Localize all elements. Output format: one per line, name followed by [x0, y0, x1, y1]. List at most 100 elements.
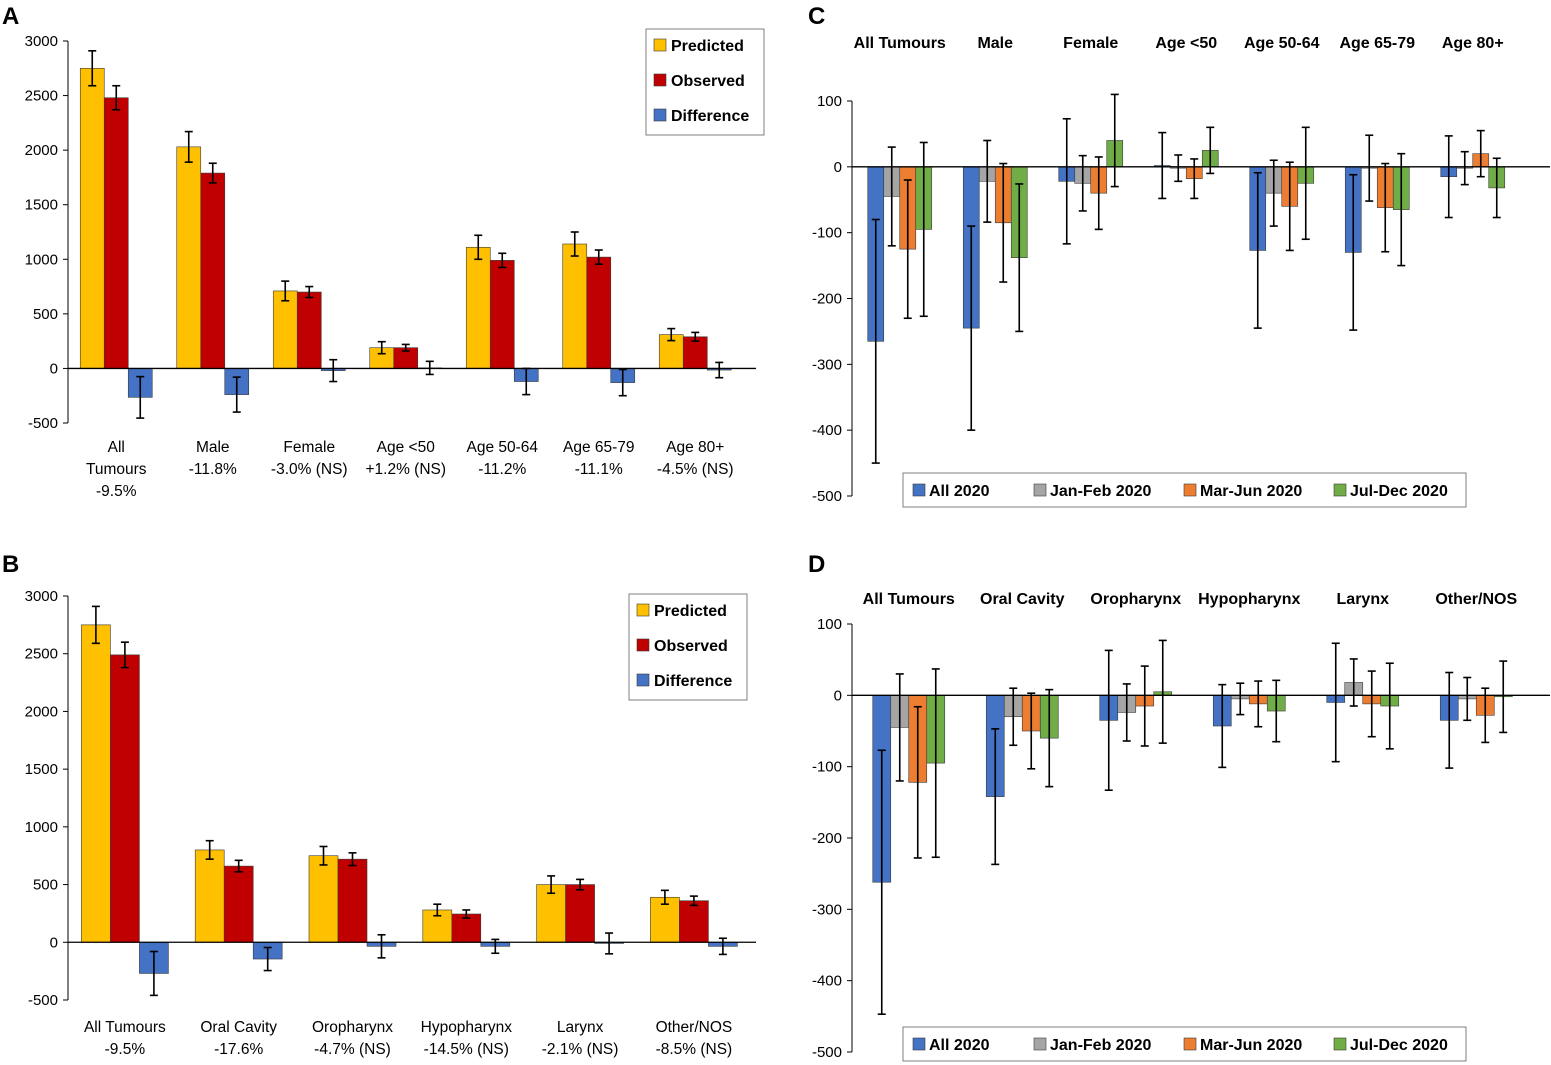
panel-c-category-label: Male [977, 35, 1013, 52]
panel-b-chart: 3000 2500 2000 1500 1000 500 0 -500 All Tumours -… [25, 588, 756, 1058]
panel-c-legend-swatch-jul-dec-2020 [1333, 483, 1347, 497]
panel-d-category-label: Oropharynx [1090, 591, 1181, 608]
panel-c-chart: 100 0 -100 -200 -300 -400 -500 All Tumours Male F… [812, 35, 1550, 508]
panel-d-chart: 100 0 -100 -200 -300 -400 -500 All Tumours Oral … [812, 591, 1550, 1062]
panel-c-legend-label: Mar-Jun 2020 [1200, 483, 1302, 500]
panel-c-y-tick-label: -100 [812, 225, 842, 242]
panel-b-y-tick-label: -500 [28, 992, 58, 1009]
panel-a-bar-predicted [176, 146, 202, 369]
panel-d-category-label: Larynx [1337, 591, 1390, 608]
panel-c-category-label: Age 80+ [1442, 35, 1504, 52]
panel-a-y-tick-label: 1500 [25, 197, 58, 214]
panel-d-category-label: All Tumours [863, 591, 955, 608]
panel-a-y-tick-label: 2000 [25, 142, 58, 159]
panel-c-category-label: Age 50-64 [1244, 35, 1320, 52]
panel-b-bar-observed [679, 900, 709, 943]
panel-c-y-tick-label: -200 [812, 291, 842, 308]
panel-c-legend-swatch-jan-feb-2020 [1033, 483, 1047, 497]
panel-d-y-tick-label: -300 [812, 901, 842, 918]
panel-d-legend-swatch-all-2020 [912, 1037, 926, 1051]
panel-b-y-tick-label: 1000 [25, 819, 58, 836]
panel-b-y-tick-label: 0 [50, 934, 58, 951]
panel-c-legend-label: Jan-Feb 2020 [1050, 483, 1151, 500]
panel-a-bar-observed [489, 260, 515, 369]
panel-b-category-label: Oral Cavity [200, 1019, 277, 1036]
panel-c-category-label: Age <50 [1155, 35, 1217, 52]
panel-a-bar-predicted [562, 243, 588, 369]
panel-b-legend-swatch-observed [636, 638, 650, 652]
panel-c-legend-label: Jul-Dec 2020 [1350, 483, 1448, 500]
panel-a-category-label: Age <50 [377, 439, 436, 456]
panel-d-y-tick-label: 100 [817, 616, 842, 633]
panel-b-bar-observed [565, 884, 595, 943]
panel-a-category-label: Age 65-79 [563, 439, 635, 456]
panel-a-category-label: All [108, 439, 125, 456]
panel-c-y-tick-label: -400 [812, 422, 842, 439]
panel-b-category-label: Other/NOS [656, 1019, 733, 1036]
panel-a-category-label: Female [283, 439, 335, 456]
panel-d-legend-label: Mar-Jun 2020 [1200, 1037, 1302, 1054]
panel-b-legend: Predicted Observed Difference [628, 593, 748, 701]
panel-d-category-label: Oral Cavity [980, 591, 1065, 608]
panel-a-bar-predicted [272, 290, 298, 369]
panel-a-bar-observed [103, 97, 129, 369]
panel-b-category-label: Larynx [557, 1019, 604, 1036]
panel-a-legend-swatch-predicted [653, 38, 667, 52]
panel-a-category-label: -11.1% [575, 461, 623, 478]
panel-b-category-label: -4.7% (NS) [314, 1041, 391, 1058]
panel-a-bar-predicted [465, 246, 491, 369]
panel-a-y-tick-label: 2500 [25, 88, 58, 105]
panel-d-legend-label: All 2020 [929, 1037, 990, 1054]
panel-a-y-tick-label: 3000 [25, 33, 58, 50]
panel-a-legend-swatch-difference [653, 108, 667, 122]
panel-b-category-label: All Tumours [84, 1019, 166, 1036]
panel-b-y-tick-label: 2500 [25, 646, 58, 663]
panel-b-category-label: -9.5% [105, 1041, 146, 1058]
panel-c-legend-label: All 2020 [929, 483, 990, 500]
panel-a-y-tick-label: 0 [50, 360, 58, 377]
panel-a-category-label: Tumours [86, 461, 147, 478]
panel-a-y-tick-label: -500 [28, 415, 58, 432]
panel-d-legend-label: Jul-Dec 2020 [1350, 1037, 1448, 1054]
panel-c-y-tick-label: -500 [812, 488, 842, 505]
panel-c-y-tick-label: 100 [817, 93, 842, 110]
panel-b-y-tick-label: 2000 [25, 703, 58, 720]
panel-d-category-label: Other/NOS [1435, 591, 1517, 608]
panel-c-category-label: All Tumours [854, 35, 946, 52]
panel-b-category-label: -14.5% (NS) [424, 1041, 509, 1058]
panel-a-category-label: -4.5% (NS) [657, 461, 734, 478]
panel-a-legend-swatch-observed [653, 73, 667, 87]
panel-b-legend-swatch-difference [636, 673, 650, 687]
panel-a-legend: Predicted Observed Difference [645, 28, 765, 136]
panel-a-bar-observed [296, 291, 322, 369]
panel-b-legend-label: Predicted [654, 603, 727, 620]
panel-a-bar-observed [586, 256, 612, 369]
panel-a-category-label: -9.5% [96, 483, 137, 500]
panel-a-chart: 3000 2500 2000 1500 1000 500 0 -500 All Tumours -9… [25, 28, 765, 500]
panel-a-category-label: -11.8% [189, 461, 237, 478]
panel-d-legend-swatch-mar-jun-2020 [1183, 1037, 1197, 1051]
panel-c-legend-swatch-mar-jun-2020 [1183, 483, 1197, 497]
panel-b-legend-label: Difference [654, 673, 732, 690]
panel-a-bar-observed [200, 172, 226, 369]
panel-d-y-tick-label: -500 [812, 1044, 842, 1061]
panel-b-legend-label: Observed [654, 638, 728, 655]
panel-a-legend-label: Predicted [671, 38, 744, 55]
panel-c-category-label: Female [1063, 35, 1118, 52]
panel-a-category-label: +1.2% (NS) [365, 461, 446, 478]
panel-a-category-label: -3.0% (NS) [271, 461, 348, 478]
panel-b-category-label: -8.5% (NS) [656, 1041, 733, 1058]
panel-a-category-label: -11.2% [478, 461, 526, 478]
panel-d-legend-swatch-jan-feb-2020 [1033, 1037, 1047, 1051]
panel-a-y-tick-label: 500 [33, 306, 58, 323]
panel-d-category-label: Hypopharynx [1198, 591, 1300, 608]
panel-d-y-tick-label: 0 [834, 687, 842, 704]
panel-d-y-tick-label: -200 [812, 830, 842, 847]
panel-b-bar-predicted [81, 624, 111, 943]
panel-a-category-label: Age 80+ [666, 439, 724, 456]
panel-b-bar-observed [110, 654, 140, 943]
panel-b-bar-observed [337, 858, 368, 943]
panel-d-legend-swatch-jul-dec-2020 [1333, 1037, 1347, 1051]
panel-a-legend-label: Observed [671, 73, 745, 90]
panel-letter-b: B [2, 551, 19, 578]
